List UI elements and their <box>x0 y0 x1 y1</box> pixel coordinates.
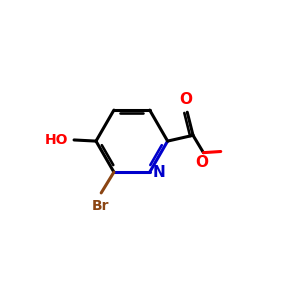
Text: HO: HO <box>45 133 68 147</box>
Text: O: O <box>195 155 208 170</box>
Text: Br: Br <box>91 199 109 213</box>
Text: N: N <box>152 165 165 180</box>
Text: O: O <box>180 92 193 107</box>
